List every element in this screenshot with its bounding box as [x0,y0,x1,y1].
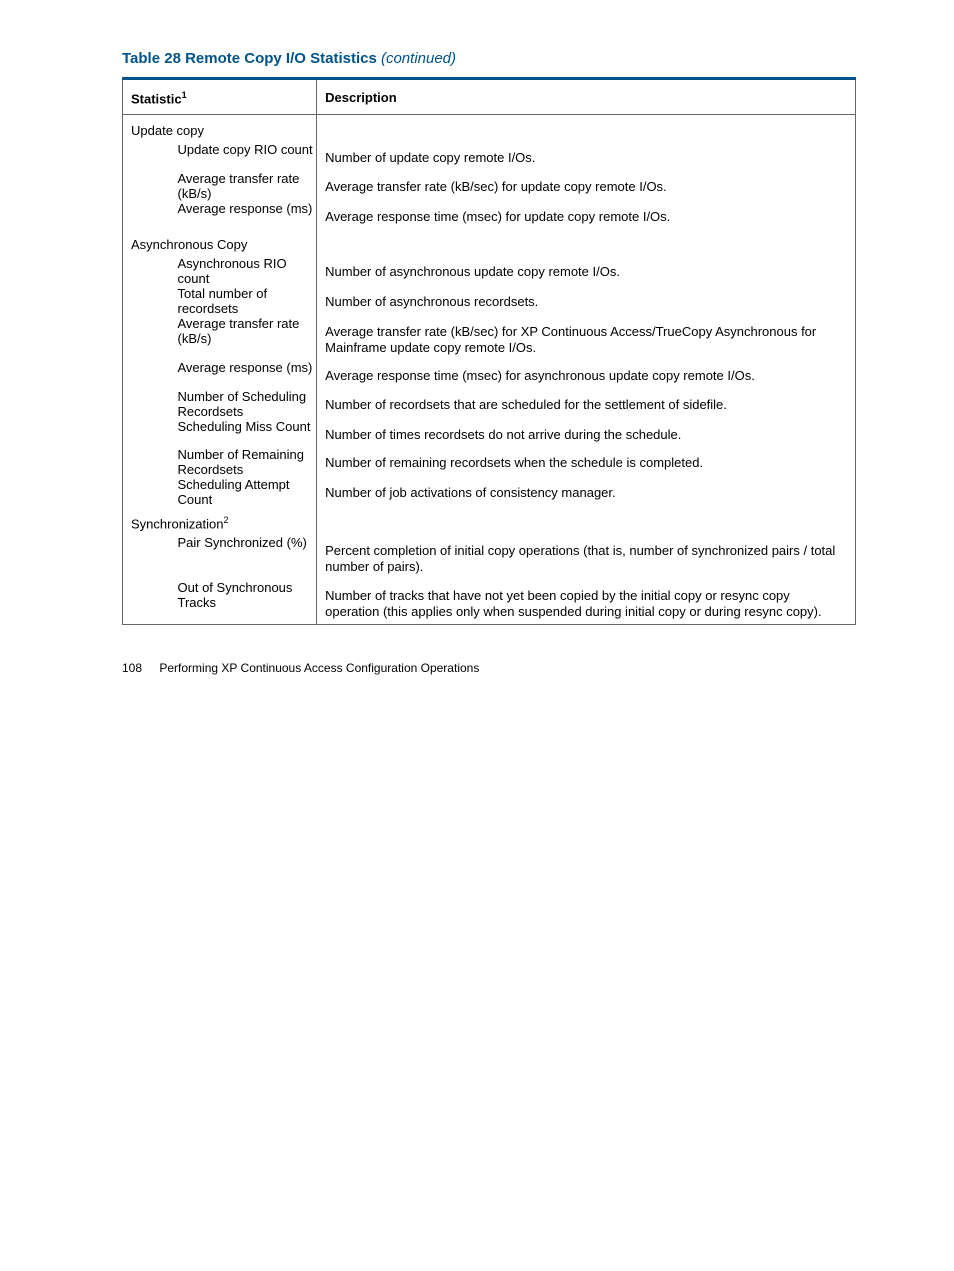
statistic-description: Number of times recordsets do not arrive… [317,419,855,447]
table-body: Update copyUpdate copy RIO countNumber o… [123,115,856,625]
table-title-continued: (continued) [381,50,456,67]
statistics-table: Statistic1 Description Update copyUpdate… [122,77,856,625]
section-heading: Asynchronous Copy [123,229,316,256]
statistic-description: Number of tracks that have not yet been … [317,580,855,625]
footer-text: Performing XP Continuous Access Configur… [159,661,479,675]
statistic-label: Out of Synchronous Tracks [178,580,317,610]
statistic-label: Number of Scheduling Recordsets [178,389,317,419]
statistic-description: Number of remaining recordsets when the … [317,447,855,475]
table-title-main: Table 28 Remote Copy I/O Statistics [122,50,377,67]
statistic-label: Average response (ms) [178,360,317,375]
table-title: Table 28 Remote Copy I/O Statistics (con… [122,50,856,67]
statistic-label: Number of Remaining Recordsets [178,447,317,477]
statistic-description: Average transfer rate (kB/sec) for updat… [317,171,855,199]
statistic-label: Average response (ms) [178,201,317,216]
statistic-label: Scheduling Attempt Count [178,477,317,507]
section-heading: Synchronization2 [123,507,316,535]
page-container: Table 28 Remote Copy I/O Statistics (con… [0,0,954,715]
column-header-statistic-sup: 1 [182,90,187,100]
statistic-label: Total number of recordsets [178,286,317,316]
statistic-description: Average response time (msec) for update … [317,201,855,229]
column-header-description: Description [317,79,856,115]
statistic-description: Average response time (msec) for asynchr… [317,360,855,388]
statistic-label: Average transfer rate (kB/s) [178,316,317,346]
statistic-label: Pair Synchronized (%) [178,535,317,550]
statistic-label: Average transfer rate (kB/s) [178,171,317,201]
statistic-description: Average transfer rate (kB/sec) for XP Co… [317,316,855,361]
statistic-description: Number of asynchronous update copy remot… [317,256,855,284]
statistic-description: Number of recordsets that are scheduled … [317,389,855,417]
statistic-description: Percent completion of initial copy opera… [317,535,855,580]
section-heading: Update copy [123,115,316,142]
column-header-statistic: Statistic1 [123,79,317,115]
page-number: 108 [122,661,142,675]
statistic-label: Scheduling Miss Count [178,419,317,434]
statistic-description: Number of job activations of consistency… [317,477,855,505]
statistic-label: Asynchronous RIO count [178,256,317,286]
column-header-statistic-text: Statistic [131,91,182,106]
statistic-description: Number of asynchronous recordsets. [317,286,855,314]
statistic-description: Number of update copy remote I/Os. [317,142,855,170]
statistic-label: Update copy RIO count [178,142,317,157]
page-footer: 108 Performing XP Continuous Access Conf… [122,661,856,675]
